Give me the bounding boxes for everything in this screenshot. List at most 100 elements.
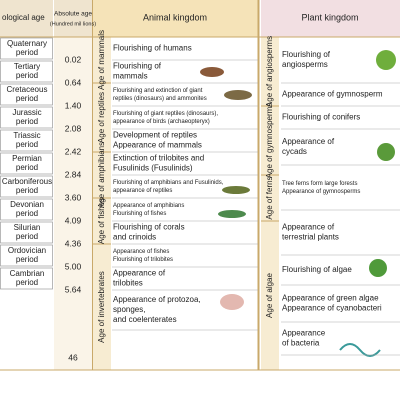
icon [222, 186, 250, 194]
header-geological-age: ological age [2, 13, 45, 22]
event-text: angiosperms [282, 60, 328, 69]
header-animal: Animal kingdom [143, 12, 207, 22]
event-text: Fusulinids (Fusulinids) [113, 164, 193, 173]
event-text: Appearance of protozoa, [113, 295, 201, 304]
age-label: Age of reptiles [97, 92, 106, 143]
event-text: Appearance of amphibians [113, 203, 184, 209]
absolute-age: 0.64 [65, 77, 82, 87]
period-label: period [16, 209, 38, 218]
period-cell [0, 152, 53, 175]
header-cell [0, 0, 53, 37]
event-text: terrestrial plants [282, 233, 339, 242]
period-label: period [16, 140, 38, 149]
age-label: Age of fishes [97, 198, 106, 244]
event-text: reptiles (dinosaurs) and ammonites [113, 96, 207, 102]
event-text: Flourishing of trilobites [113, 257, 173, 263]
age-label: Age of mammals [97, 30, 106, 90]
period-label: period [16, 117, 38, 126]
event-text: Flourishing of conifers [282, 113, 360, 122]
event-text: trilobites [113, 279, 143, 288]
absolute-age: 5.64 [65, 284, 82, 294]
period-label: period [16, 255, 38, 264]
period-label: period [16, 163, 38, 172]
icon [377, 143, 395, 161]
event-text: Flourishing of corals [113, 223, 185, 232]
event-text: appearance of birds (archaeopteryx) [113, 119, 210, 125]
absolute-age: 2.42 [65, 146, 82, 156]
period-cell [0, 60, 53, 83]
icon [376, 50, 396, 70]
event-text: and coelenterates [113, 315, 177, 324]
event-text: Development of reptiles [113, 131, 197, 140]
age-label: Age of angiosperms [265, 36, 274, 107]
period-label: Tertiary [14, 62, 40, 71]
period-label: period [16, 48, 38, 57]
absolute-age: 5.00 [65, 261, 82, 271]
period-cell [0, 221, 53, 244]
period-label: Jurassic [12, 108, 41, 117]
event-text: Appearance of [282, 137, 335, 146]
age-label: Age of amphibians [97, 142, 106, 208]
event-text: and crinoids [113, 233, 156, 242]
period-label: period [16, 94, 38, 103]
event-text: cycads [282, 147, 307, 156]
period-cell [0, 83, 53, 106]
header-cell [93, 0, 258, 37]
event-text: Appearance of gymnosperms [282, 189, 360, 195]
age-band [261, 37, 279, 370]
period-cell [0, 244, 53, 267]
event-text: Appearance [282, 329, 326, 338]
icon [200, 67, 224, 77]
icon [218, 210, 246, 218]
absolute-age: 3.60 [65, 192, 82, 202]
event-text: Appearance of [282, 223, 335, 232]
event-text: Flourishing of amphibians and Fusulinids… [113, 180, 224, 186]
absolute-age: 2.08 [65, 123, 82, 133]
period-cell [0, 106, 53, 129]
period-cell [0, 37, 53, 60]
header-cell [54, 0, 92, 37]
event-text: of bacteria [282, 339, 320, 348]
period-cell [0, 175, 53, 198]
header-unit: (Hundred mil lions) [50, 21, 96, 27]
period-label: Carboniferous [2, 177, 52, 186]
age-band [54, 37, 92, 370]
event-text: Appearance of [113, 269, 166, 278]
header-absolute-age: Absolute age [54, 11, 92, 18]
absolute-age: 4.36 [65, 238, 82, 248]
absolute-age: 2.84 [65, 169, 82, 179]
event-text: Flourishing of fishes [113, 211, 166, 217]
period-cell [0, 129, 53, 152]
period-label: period [16, 278, 38, 287]
event-text: Flourishing of [113, 62, 162, 71]
period-label: Silurian [14, 223, 41, 232]
event-text: Flourishing of [282, 50, 331, 59]
period-label: Triassic [13, 131, 40, 140]
event-text: Appearance of gymnosperm [282, 90, 383, 99]
period-label: period [16, 232, 38, 241]
age-label: Age of invertebrates [97, 271, 106, 343]
absolute-age: 0.02 [65, 54, 82, 64]
absolute-age: 46 [68, 352, 78, 362]
event-text: Flourishing of humans [113, 44, 192, 53]
period-label: Ordovician [8, 246, 46, 255]
age-label: Age of gymnosperms [265, 103, 274, 179]
period-cell [0, 267, 53, 290]
event-text: Appearance of mammals [113, 141, 202, 150]
period-label: period [16, 71, 38, 80]
icon [224, 90, 252, 100]
period-label: Cretaceous [7, 85, 48, 94]
icon [220, 294, 244, 310]
age-label: Age of ferns [265, 176, 274, 219]
period-label: Permian [12, 154, 42, 163]
event-text: appearance of reptiles [113, 188, 172, 194]
event-text: Extinction of trilobites and [113, 154, 204, 163]
period-label: period [16, 186, 38, 195]
absolute-age: 1.40 [65, 100, 82, 110]
period-label: Devonian [10, 200, 44, 209]
period-label: Quaternary [7, 39, 47, 48]
age-band [93, 37, 111, 370]
icon [369, 259, 387, 277]
event-text: Appearance of cyanobacteri [282, 304, 382, 313]
